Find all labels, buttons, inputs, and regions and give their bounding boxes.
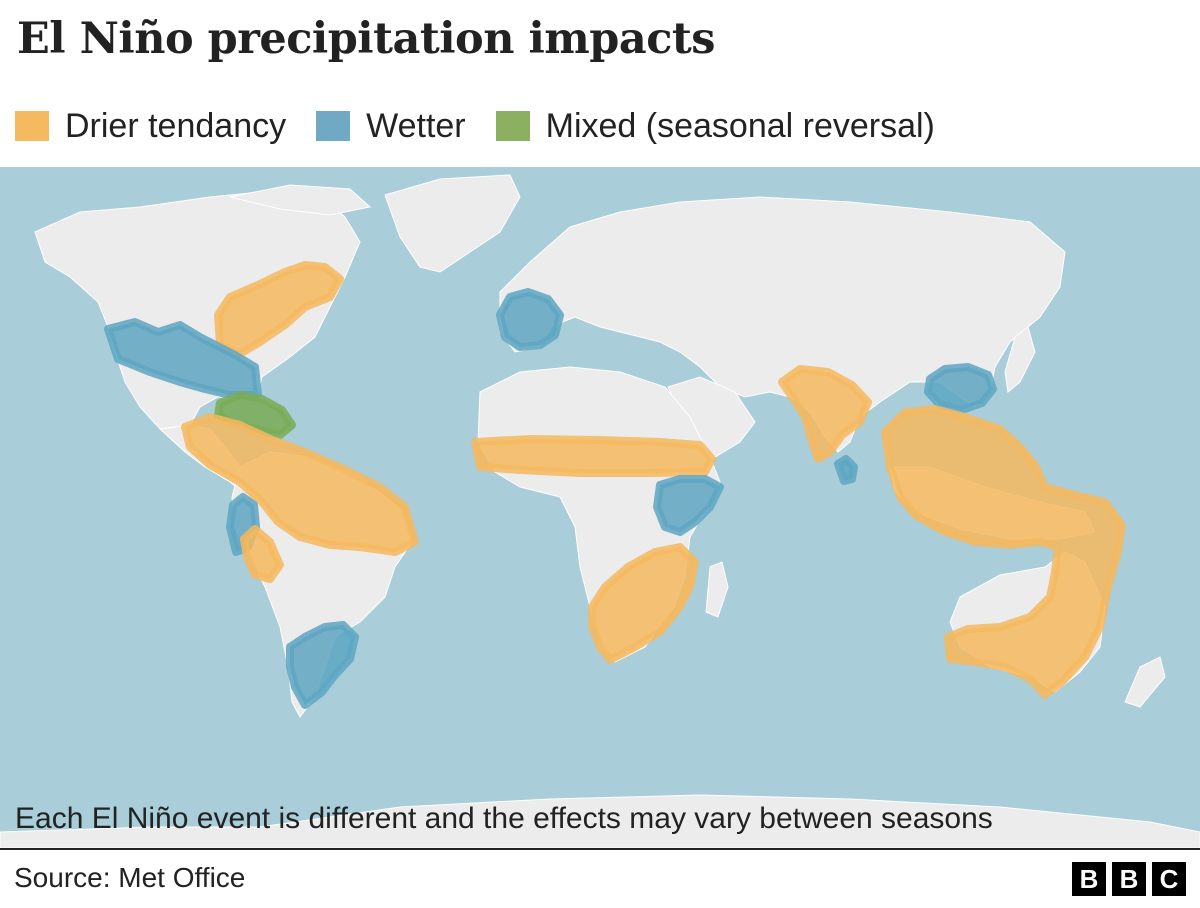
bbc-logo: B B C <box>1066 862 1186 896</box>
legend-label-drier: Drier tendancy <box>65 106 287 145</box>
legend-item-mixed: Mixed (seasonal reversal) <box>495 106 935 146</box>
legend-item-wetter: Wetter <box>316 107 466 146</box>
land-new-zealand <box>1124 656 1166 708</box>
page-title: El Niño precipitation impacts <box>17 14 715 64</box>
world-map <box>0 167 1200 848</box>
legend-item-drier: Drier tendancy <box>15 107 286 146</box>
region-sri-lanka <box>834 455 858 485</box>
footnote: Each El Niño event is different and the … <box>15 802 993 835</box>
legend-label-wetter: Wetter <box>366 106 466 145</box>
legend-swatch-mixed <box>495 111 530 141</box>
region-northern-south-america <box>181 413 419 556</box>
legend: Drier tendancy Wetter Mixed (seasonal re… <box>15 104 965 148</box>
region-south-east-south-america <box>286 621 359 709</box>
world-map-svg <box>0 167 1200 848</box>
region-us-south <box>104 318 262 399</box>
region-bolivia-altiplano <box>240 525 284 583</box>
region-south-china <box>924 363 997 414</box>
region-sahel <box>471 435 716 477</box>
region-north-america-east <box>214 261 344 359</box>
region-iberia <box>496 288 564 351</box>
legend-swatch-wetter <box>316 111 351 141</box>
footer-divider <box>0 848 1200 850</box>
region-east-africa <box>653 475 724 536</box>
land-japan <box>1004 326 1036 393</box>
bbc-logo-letter: B <box>1072 862 1106 896</box>
source-credit: Source: Met Office <box>14 862 246 893</box>
land-antarctica <box>0 794 1200 848</box>
legend-swatch-drier <box>15 111 49 141</box>
land-madagascar <box>705 561 729 618</box>
bbc-logo-letter: B <box>1112 862 1146 896</box>
region-maritime-continent-australia <box>881 405 1126 699</box>
bbc-logo-letter: C <box>1152 862 1186 896</box>
region-southern-africa <box>588 543 699 664</box>
land-arctic-islands <box>229 184 372 216</box>
precipitation-regions <box>104 261 1126 709</box>
region-india <box>778 365 872 463</box>
land-greenland <box>384 174 521 273</box>
legend-label-mixed: Mixed (seasonal reversal) <box>545 106 935 145</box>
